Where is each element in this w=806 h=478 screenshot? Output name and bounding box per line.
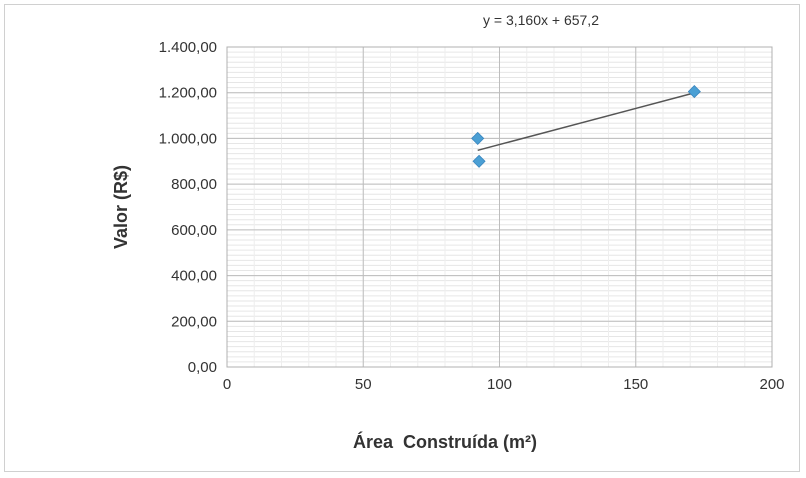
data-point	[687, 85, 701, 99]
x-tick-label: 0	[223, 376, 231, 393]
data-point	[472, 154, 486, 168]
y-tick-label: 200,00	[171, 313, 217, 330]
y-axis-title: Valor (R$)	[111, 165, 131, 249]
data-point	[471, 131, 485, 145]
y-tick-label: 800,00	[171, 176, 217, 193]
y-tick-label: 400,00	[171, 268, 217, 285]
y-tick-labels: 0,00 200,00 400,00 600,00 800,00 1.000,00 1.20…	[159, 39, 217, 376]
x-tick-labels: 0 50 100 150 200	[223, 376, 785, 393]
y-tick-label: 1.000,00	[159, 130, 217, 147]
y-tick-label: 0,00	[188, 359, 217, 376]
y-tick-label: 600,00	[171, 222, 217, 239]
plot-area	[226, 46, 773, 368]
y-tick-label: 1.200,00	[159, 85, 217, 102]
scatter-chart: 0,00 200,00 400,00 600,00 800,00 1.000,00 1.20…	[111, 12, 785, 452]
x-tick-label: 200	[759, 376, 784, 393]
trendline	[477, 92, 695, 152]
x-axis-title: Área Construída (m²)	[353, 431, 537, 452]
y-tick-label: 1.400,00	[159, 39, 217, 56]
x-tick-label: 150	[623, 376, 648, 393]
data-points	[471, 85, 701, 168]
trendline-equation: y = 3,160x + 657,2	[483, 12, 599, 28]
x-tick-label: 50	[355, 376, 372, 393]
x-tick-label: 100	[487, 376, 512, 393]
chart-frame: 0,00 200,00 400,00 600,00 800,00 1.000,00 1.20…	[4, 4, 800, 472]
